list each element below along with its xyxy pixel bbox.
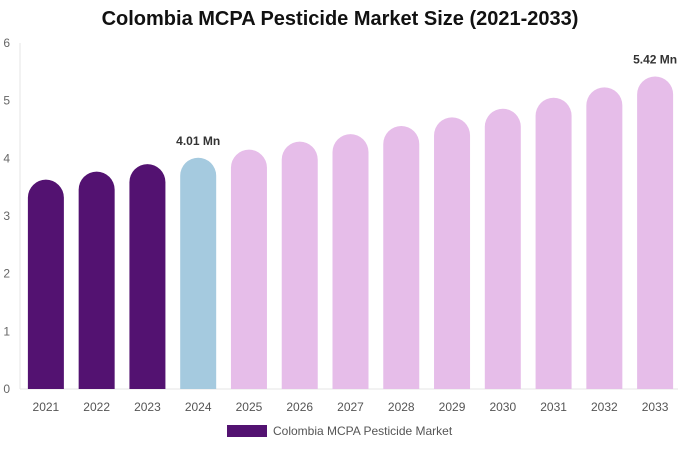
x-tick-label: 2021 — [33, 400, 60, 414]
bar — [180, 157, 217, 389]
y-tick-label: 3 — [3, 209, 10, 223]
chart-title: Colombia MCPA Pesticide Market Size (202… — [101, 8, 579, 30]
x-tick-label: 2022 — [83, 400, 110, 414]
x-tick-label: 2033 — [642, 400, 669, 414]
y-tick-label: 0 — [3, 382, 10, 396]
y-tick-label: 6 — [3, 36, 10, 50]
x-tick-label: 2031 — [540, 400, 567, 414]
data-label: 4.01 Mn — [176, 134, 220, 148]
bar — [434, 117, 471, 389]
x-tick-label: 2028 — [388, 400, 415, 414]
legend-label: Colombia MCPA Pesticide Market — [273, 424, 453, 438]
x-tick-label: 2024 — [185, 400, 212, 414]
legend-swatch — [227, 425, 267, 437]
bar — [230, 149, 267, 389]
bar — [78, 171, 115, 389]
y-tick-label: 1 — [3, 324, 10, 338]
bar — [586, 87, 623, 390]
bar — [281, 141, 318, 389]
legend: Colombia MCPA Pesticide Market — [227, 424, 452, 438]
x-tick-label: 2025 — [236, 400, 263, 414]
bar — [332, 134, 369, 389]
bar — [637, 76, 674, 390]
x-tick-label: 2029 — [439, 400, 466, 414]
x-tick-label: 2032 — [591, 400, 618, 414]
y-tick-label: 5 — [3, 94, 10, 108]
x-tick-label: 2030 — [489, 400, 516, 414]
x-tick-label: 2026 — [286, 400, 313, 414]
x-tick-label: 2027 — [337, 400, 364, 414]
data-label: 5.42 Mn — [633, 52, 677, 66]
bar — [129, 164, 166, 389]
bar — [27, 179, 64, 389]
bar — [535, 97, 572, 390]
bar — [383, 126, 420, 390]
y-tick-label: 4 — [3, 151, 10, 165]
y-tick-label: 2 — [3, 267, 10, 281]
x-tick-label: 2023 — [134, 400, 161, 414]
bar — [484, 108, 521, 390]
